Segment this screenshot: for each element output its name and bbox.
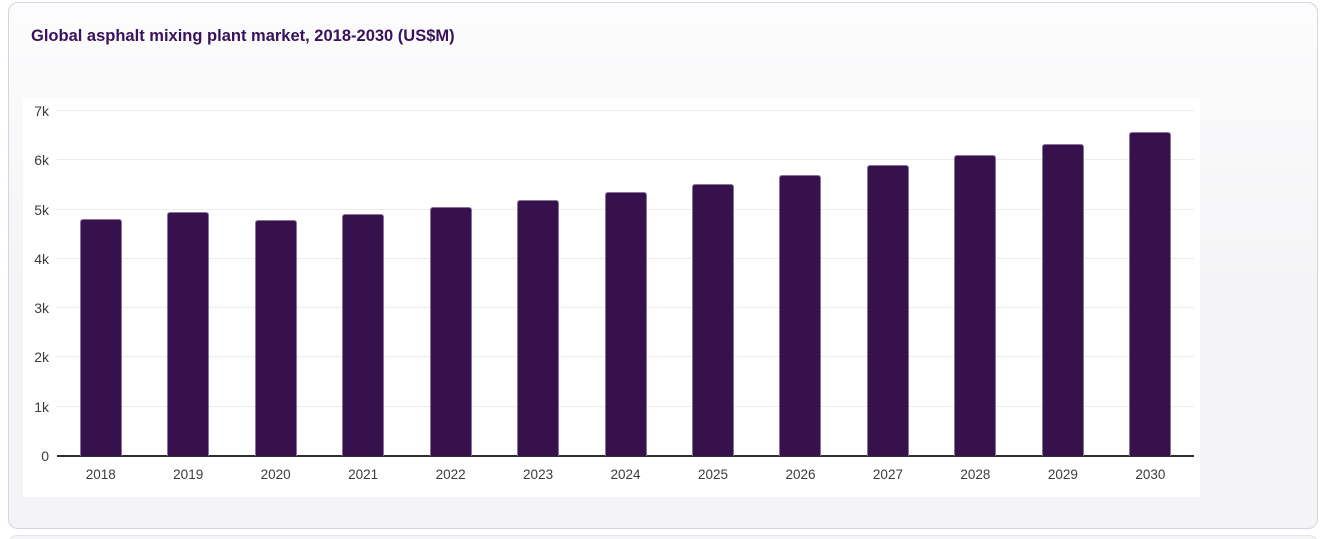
x-tick-label: 2024	[610, 467, 641, 482]
bar-2029[interactable]	[1041, 144, 1084, 456]
x-axis-line	[57, 455, 1194, 457]
bar-column-2020	[232, 111, 319, 456]
bar-column-2028	[932, 111, 1019, 456]
bars-container	[57, 111, 1194, 456]
chart-card: Global asphalt mixing plant market, 2018…	[8, 2, 1318, 529]
bar-column-2026	[757, 111, 844, 456]
x-tick-label: 2030	[1135, 467, 1166, 482]
bar-2030[interactable]	[1129, 132, 1172, 456]
x-tick-label: 2029	[1047, 467, 1078, 482]
bar-2027[interactable]	[866, 165, 909, 456]
x-tick-label: 2022	[435, 467, 466, 482]
x-tick-label: 2021	[348, 467, 379, 482]
plot-panel: 0 1k 2k 3k 4k 5k 6k 7k 2018 2019 2020 2021 2022 2023…	[23, 98, 1200, 497]
x-axis-labels: 2018 2019 2020 2021 2022 2023 2024 2025 2026 2027…	[57, 467, 1194, 482]
x-tick-label: 2027	[872, 467, 903, 482]
bar-column-2024	[582, 111, 669, 456]
bar-column-2029	[1019, 111, 1106, 456]
y-tick-label: 1k	[34, 398, 49, 415]
y-axis: 0 1k 2k 3k 4k 5k 6k 7k	[23, 103, 49, 464]
x-tick-label: 2026	[785, 467, 816, 482]
grid-line	[57, 159, 1194, 161]
bar-2026[interactable]	[779, 174, 822, 456]
bar-2023[interactable]	[517, 199, 560, 456]
x-tick-label: 2019	[173, 467, 204, 482]
bar-2025[interactable]	[692, 183, 735, 456]
bar-column-2025	[669, 111, 756, 456]
y-tick-label: 6k	[34, 152, 49, 169]
bar-column-2019	[144, 111, 231, 456]
bar-2028[interactable]	[954, 154, 997, 456]
bar-2021[interactable]	[342, 213, 385, 456]
y-tick-label: 3k	[34, 300, 49, 317]
x-tick-label: 2028	[960, 467, 991, 482]
bar-2018[interactable]	[79, 219, 122, 456]
next-card-top-edge	[8, 535, 1318, 539]
y-tick-label: 5k	[34, 201, 49, 218]
x-tick-label: 2018	[85, 467, 116, 482]
bar-2022[interactable]	[429, 207, 472, 456]
y-tick-label: 2k	[34, 349, 49, 366]
bar-2024[interactable]	[604, 192, 647, 456]
y-tick-label: 0	[41, 448, 49, 464]
x-tick-label: 2020	[260, 467, 291, 482]
x-tick-label: 2025	[697, 467, 729, 482]
bar-column-2023	[494, 111, 581, 456]
chart-title: Global asphalt mixing plant market, 2018…	[31, 27, 455, 45]
bar-2020[interactable]	[254, 220, 297, 456]
bar-2019[interactable]	[167, 212, 210, 456]
x-tick-label: 2023	[523, 467, 554, 482]
bar-column-2030	[1107, 111, 1194, 456]
bar-column-2022	[407, 111, 494, 456]
y-tick-label: 4k	[34, 250, 49, 267]
y-tick-label: 7k	[34, 103, 49, 119]
bar-column-2027	[844, 111, 931, 456]
bar-column-2021	[319, 111, 406, 456]
bar-column-2018	[57, 111, 144, 456]
grid-line	[57, 110, 1194, 111]
